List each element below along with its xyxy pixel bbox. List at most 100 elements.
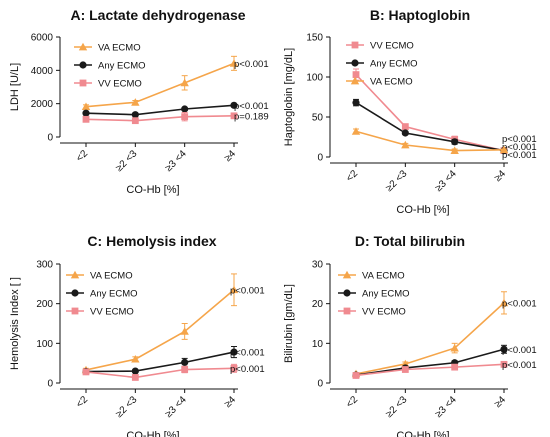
legend-marker — [71, 307, 79, 315]
data-point — [82, 368, 90, 376]
x-tick-label: ≥2 <3 — [384, 168, 410, 194]
x-tick-label: ≥4 — [493, 168, 509, 184]
data-point — [181, 105, 189, 113]
y-tick-label: 0 — [47, 133, 53, 144]
series-any: p<0.001 — [82, 101, 269, 119]
p-value-label: p<0.001 — [502, 150, 537, 161]
data-point — [500, 345, 508, 353]
data-point — [401, 129, 409, 137]
series-vv: p<0.001 — [82, 364, 265, 381]
y-tick-label: 150 — [306, 33, 323, 44]
legend: VA ECMO Any ECMO VV ECMO — [66, 271, 138, 318]
data-point — [131, 367, 139, 375]
data-point — [352, 71, 360, 78]
p-value-label: p<0.001 — [502, 142, 537, 153]
legend-entry: VA ECMO — [370, 77, 413, 88]
p-value-label: p<0.001 — [230, 364, 265, 375]
series-any: p<0.001 — [82, 346, 265, 376]
data-point — [82, 115, 90, 123]
x-axis-label: CO-Hb [%] — [396, 204, 449, 216]
x-tick-label: ≥3 <4 — [433, 394, 459, 420]
y-tick-label: 300 — [36, 260, 53, 271]
series-line — [355, 363, 505, 377]
data-point — [451, 363, 459, 371]
data-point — [180, 327, 189, 335]
data-point — [450, 343, 459, 352]
data-point — [401, 366, 409, 373]
legend-entry: Any ECMO — [90, 289, 138, 300]
panel-title: A: Lactate dehydrogenase — [70, 7, 245, 23]
x-tick-label: ≥3 <4 — [163, 148, 189, 174]
y-tick-label: 30 — [312, 260, 324, 271]
legend-marker — [79, 61, 87, 69]
data-point — [450, 146, 459, 154]
x-tick-label: ≥2 <3 — [114, 148, 140, 174]
legend-marker — [78, 42, 88, 51]
data-point — [131, 117, 139, 125]
panel-title: D: Total bilirubin — [355, 233, 465, 249]
y-tick-label: 100 — [306, 73, 323, 84]
data-point — [451, 138, 459, 146]
y-tick-label: 0 — [47, 379, 53, 390]
data-point — [500, 360, 508, 368]
series-line — [85, 62, 235, 108]
data-point — [180, 78, 189, 87]
chart-panel-4: D: Total bilirubin 0 10 20 30 <2 ≥2 <3 ≥3 <4 ≥4 C… — [283, 233, 537, 437]
data-point — [230, 101, 238, 109]
data-point — [499, 145, 509, 154]
x-tick-label: ≥4 — [493, 394, 509, 410]
legend-marker — [70, 270, 80, 279]
y-tick-label: 20 — [312, 299, 324, 310]
p-value-label: p<0.001 — [230, 285, 265, 296]
data-point — [229, 59, 239, 67]
legend-entry: VV ECMO — [362, 307, 406, 318]
legend-entry: VA ECMO — [90, 271, 133, 282]
data-point — [181, 358, 189, 366]
data-point — [81, 102, 91, 111]
chart-panel-2: B: Haptoglobin 0 50 100 150 <2 ≥2 <3 ≥3 <4 ≥4 CO-… — [283, 7, 537, 216]
data-point — [181, 113, 189, 121]
y-tick-label: 4000 — [31, 66, 54, 77]
y-tick-label: 200 — [36, 299, 53, 310]
legend: VV ECMO Any ECMO VA ECMO — [346, 41, 418, 88]
data-point — [352, 372, 360, 379]
p-value-label: p<0.001 — [234, 101, 269, 112]
data-point — [230, 364, 238, 372]
legend-entry: VA ECMO — [98, 43, 141, 54]
data-point — [181, 366, 189, 373]
series-line — [355, 130, 505, 152]
p-value-label: p<0.001 — [502, 298, 537, 309]
y-tick-label: 10 — [312, 339, 324, 350]
series-line — [85, 289, 235, 371]
legend-marker — [351, 59, 359, 67]
legend-entry: Any ECMO — [362, 289, 410, 300]
legend-entry: Any ECMO — [370, 59, 418, 70]
legend-entry: VA ECMO — [362, 271, 405, 282]
legend-marker — [342, 270, 352, 279]
y-axis-label: Hemolysis Index [ ] — [9, 277, 21, 370]
data-point — [131, 111, 139, 119]
p-value-label: p=0.189 — [234, 111, 269, 122]
series-line — [85, 104, 235, 116]
panel-title: B: Haptoglobin — [370, 7, 470, 23]
data-point — [230, 348, 238, 356]
legend-marker — [343, 289, 351, 297]
series-any: p<0.001 — [352, 98, 537, 155]
p-value-label: p<0.001 — [502, 345, 537, 356]
series-va: p<0.001 — [351, 127, 537, 161]
series-line — [85, 351, 235, 373]
legend-marker — [343, 307, 351, 315]
data-point — [401, 140, 410, 149]
p-value-label: p<0.001 — [502, 134, 537, 145]
legend-entry: Any ECMO — [98, 61, 146, 72]
series-vv: p<0.001 — [352, 360, 537, 379]
panel-title: C: Hemolysis index — [87, 233, 216, 249]
y-axis-label: LDH [U/L] — [9, 63, 21, 111]
series-line — [355, 74, 505, 152]
data-point — [131, 98, 140, 106]
x-tick-label: <2 — [74, 394, 90, 410]
p-value-label: p<0.001 — [230, 348, 265, 359]
legend: VA ECMO Any ECMO VV ECMO — [74, 43, 146, 90]
x-tick-label: <2 — [344, 168, 360, 184]
